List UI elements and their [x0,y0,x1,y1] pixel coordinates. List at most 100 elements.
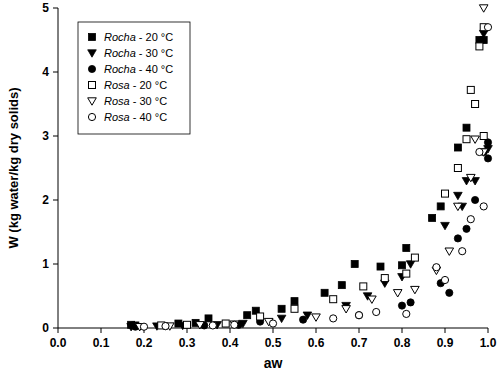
point [467,216,474,223]
x-tick-label: 1.0 [480,336,497,350]
point [291,305,298,312]
series [158,24,488,329]
point [162,322,169,329]
point [403,245,410,252]
point [351,261,358,268]
y-tick [53,200,58,201]
point [373,308,380,315]
point [312,314,321,321]
point [441,222,450,229]
point [277,315,286,322]
legend-marker [88,65,95,72]
x-tick [402,328,403,333]
point [393,290,402,297]
point [230,321,239,328]
series [132,139,492,331]
point [406,261,415,268]
point [196,322,205,329]
y-tick-label: 0 [42,321,49,335]
x-tick-label: 0.5 [265,336,282,350]
point [467,86,474,93]
point [411,286,420,293]
point [484,24,491,31]
point [480,203,487,210]
point [433,264,440,271]
point [368,296,377,303]
point [222,320,229,327]
x-tick-label: 0.9 [437,336,454,350]
x-tick-label: 0.7 [351,336,368,350]
point [445,248,454,255]
legend-marker [88,98,97,105]
legend-label: Rocha - 30 °C [104,47,173,59]
y-tick-label: 1 [42,257,49,271]
point [480,133,487,140]
point [454,203,463,210]
x-tick [230,328,231,333]
y-tick-label: 4 [42,65,49,79]
point [398,302,405,309]
point [205,315,212,322]
chart: 0.00.10.20.30.40.50.60.70.80.91.0012345a… [0,0,500,375]
point [463,136,470,143]
point [407,299,414,306]
point [184,321,191,328]
y-axis-label: W (kg water/kg dry solids) [6,87,21,248]
x-tick [101,328,102,333]
point [209,322,216,329]
legend-marker [89,82,96,89]
point [463,124,470,131]
y-tick [53,264,58,265]
point [403,270,410,277]
point [472,101,479,108]
y-axis-line [58,8,59,328]
point [476,148,483,155]
point [300,316,307,323]
point [321,289,328,296]
point [291,298,298,305]
x-tick-label: 0.8 [394,336,411,350]
point [463,225,470,232]
legend-marker [89,34,96,41]
point [381,275,388,282]
legend-label: Rosa - 40 °C [104,111,167,123]
point [454,192,463,199]
y-tick-label: 3 [42,129,49,143]
legend: Rocha - 20 °CRocha - 30 °CRocha - 40 °CR… [78,22,190,134]
y-tick [53,136,58,137]
x-tick [316,328,317,333]
x-tick-label: 0.0 [50,336,67,350]
point [467,174,476,181]
x-tick-label: 0.6 [308,336,325,350]
point [472,101,479,108]
point [454,235,461,242]
point [471,136,480,143]
x-tick [359,328,360,333]
x-axis-label: aw [264,355,283,371]
point [441,276,448,283]
x-tick [273,328,274,333]
point [330,315,337,322]
point [355,312,362,319]
point [140,323,147,330]
point [472,196,479,203]
series [140,24,491,331]
legend-label: Rocha - 40 °C [104,63,173,75]
point [454,144,461,151]
x-tick-label: 0.3 [179,336,196,350]
y-tick [53,328,58,329]
x-tick-label: 0.2 [136,336,153,350]
legend-marker [88,50,97,57]
point [342,306,351,313]
y-tick-label: 2 [42,193,49,207]
point [399,262,406,269]
x-tick-label: 0.1 [93,336,110,350]
x-tick [488,328,489,333]
point [257,313,264,320]
point [231,321,238,328]
y-tick-label: 5 [42,1,49,15]
point [269,320,276,327]
point [442,190,449,197]
point [429,214,436,221]
y-tick [53,72,58,73]
